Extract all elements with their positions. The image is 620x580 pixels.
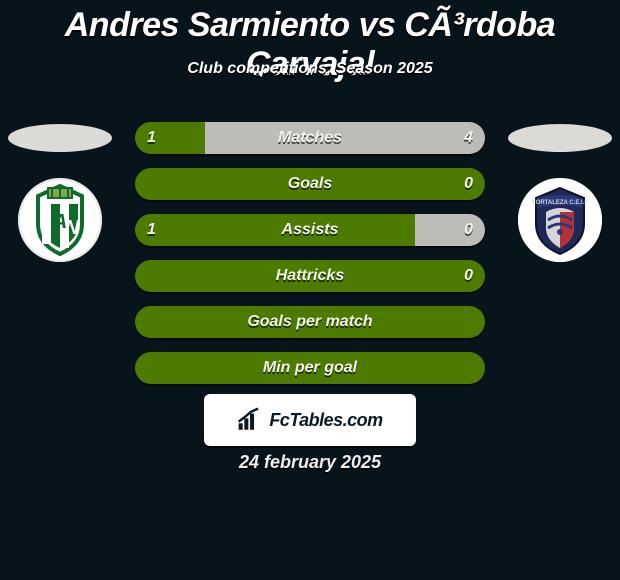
- bar-right: [205, 122, 485, 154]
- site-chip[interactable]: FcTables.com: [204, 394, 416, 446]
- bar-left: [135, 352, 485, 384]
- fortaleza-crest-icon: FORTALEZA C.E.I.F: [518, 178, 602, 262]
- stat-rows: 14Matches 0Goals 10Assists 0Hattricks Goals …: [135, 122, 485, 398]
- player2-club-badge: FORTALEZA C.E.I.F: [518, 178, 602, 262]
- stat-row: 14Matches: [135, 122, 485, 154]
- vs-label: vs: [359, 6, 396, 44]
- bar-left: [135, 122, 205, 154]
- stat-row: Goals per match: [135, 306, 485, 338]
- stat-row: 10Assists: [135, 214, 485, 246]
- bar-left: [135, 214, 415, 246]
- bar-left: [135, 260, 485, 292]
- stat-row: 0Goals: [135, 168, 485, 200]
- player1-name: Andres Sarmiento: [65, 6, 350, 44]
- bar-left: [135, 168, 485, 200]
- bar-left: [135, 306, 485, 338]
- site-name: FcTables.com: [269, 410, 382, 431]
- date-label: 24 february 2025: [0, 452, 620, 473]
- stat-row: Min per goal: [135, 352, 485, 384]
- stat-row: 0Hattricks: [135, 260, 485, 292]
- player1-flag-oval: [8, 124, 112, 152]
- atletico-nacional-crest-icon: A N: [18, 178, 102, 262]
- fctables-logo-icon: [237, 407, 263, 433]
- subtitle: Club competitions, Season 2025: [0, 60, 620, 78]
- player2-flag-oval: [508, 124, 612, 152]
- player1-club-badge: A N: [18, 178, 102, 262]
- comparison-infographic: Andres Sarmiento vs CÃ³rdoba Carvajal Cl…: [0, 0, 620, 580]
- svg-text:FORTALEZA C.E.I.F: FORTALEZA C.E.I.F: [532, 200, 588, 206]
- bar-right: [415, 214, 485, 246]
- svg-text:N: N: [65, 217, 80, 239]
